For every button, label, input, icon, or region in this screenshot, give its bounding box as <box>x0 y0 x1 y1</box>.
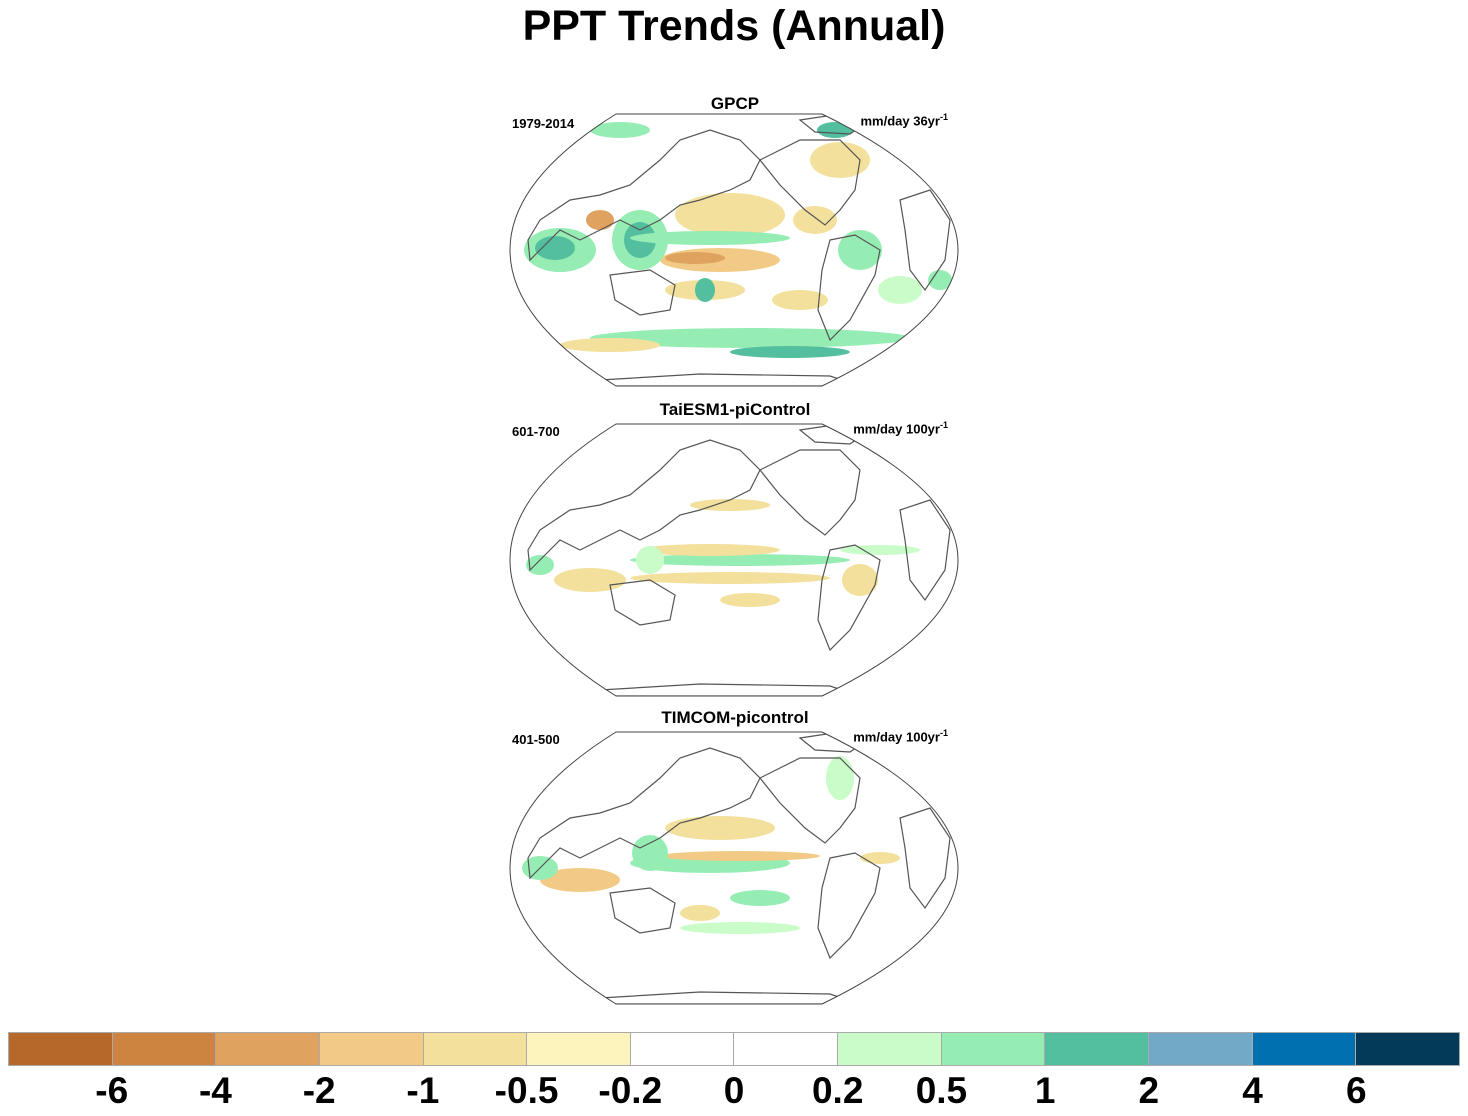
world-map <box>509 423 959 697</box>
colorbar-tick-label: -0.5 <box>494 1070 559 1111</box>
units-label: mm/day 100yr-1 <box>853 728 948 744</box>
units-label: mm/day 36yr-1 <box>860 112 948 128</box>
colorbar-tick-label: 0 <box>723 1070 745 1111</box>
map-panel-timcom: TIMCOM-picontrol 401-500 mm/day 100yr-1 <box>500 708 970 1018</box>
colorbar-tick-label: -1 <box>406 1070 440 1111</box>
colorbar-tick-label: -4 <box>198 1070 232 1111</box>
units-text: mm/day 100yr <box>853 421 940 437</box>
map-panel-taiesm1: TaiESM1-piControl 601-700 mm/day 100yr-1 <box>500 400 970 710</box>
period-label: 1979-2014 <box>512 116 575 131</box>
units-exponent: -1 <box>939 728 948 738</box>
colorbar-box <box>8 1032 113 1066</box>
colorbar-tick-label: 6 <box>1345 1070 1367 1111</box>
colorbar-box <box>630 1032 735 1066</box>
panel-title: TaiESM1-piControl <box>659 400 811 419</box>
map-panel-gpcp: GPCP 1979-2014 mm/day 36yr-1 <box>500 94 970 400</box>
colorbar-tick-label: -0.2 <box>598 1070 663 1111</box>
units-text: mm/day 36yr <box>860 113 940 129</box>
colorbar-tick-label: 4 <box>1242 1070 1263 1111</box>
period-label: 601-700 <box>512 424 560 439</box>
colorbar-box <box>1045 1032 1150 1066</box>
colorbar-tick-label: 0.5 <box>915 1070 968 1111</box>
units-text: mm/day 100yr <box>853 729 940 745</box>
world-map <box>509 731 959 1005</box>
colorbar-box <box>1252 1032 1357 1066</box>
colorbar <box>8 1032 1460 1066</box>
colorbar-tick-label: 2 <box>1138 1070 1160 1111</box>
colorbar-box <box>838 1032 942 1066</box>
colorbar-box <box>112 1032 217 1066</box>
colorbar-box <box>423 1032 528 1066</box>
units-exponent: -1 <box>939 112 948 122</box>
colorbar-box <box>941 1032 1046 1066</box>
units-exponent: -1 <box>939 420 948 430</box>
colorbar-box <box>527 1032 631 1066</box>
colorbar-box <box>1356 1032 1460 1066</box>
colorbar-box <box>1149 1032 1253 1066</box>
panel-title: TIMCOM-picontrol <box>661 708 809 727</box>
units-label: mm/day 100yr-1 <box>853 420 948 436</box>
colorbar-tick-label: -2 <box>302 1070 336 1111</box>
colorbar-box <box>216 1032 320 1066</box>
colorbar-box <box>734 1032 839 1066</box>
period-label: 401-500 <box>512 732 560 747</box>
colorbar-tick-label: 0.2 <box>811 1070 864 1111</box>
colorbar-tick-label: -6 <box>95 1070 129 1111</box>
colorbar-labels: -6 -4 -2 -1 -0.5 -0.2 0 0.2 0.5 1 2 4 6 <box>8 1070 1460 1116</box>
figure-title: PPT Trends (Annual) <box>522 2 946 50</box>
colorbar-box <box>319 1032 424 1066</box>
world-map <box>509 113 959 387</box>
panel-title: GPCP <box>710 94 760 113</box>
colorbar-tick-label: 1 <box>1034 1070 1056 1111</box>
